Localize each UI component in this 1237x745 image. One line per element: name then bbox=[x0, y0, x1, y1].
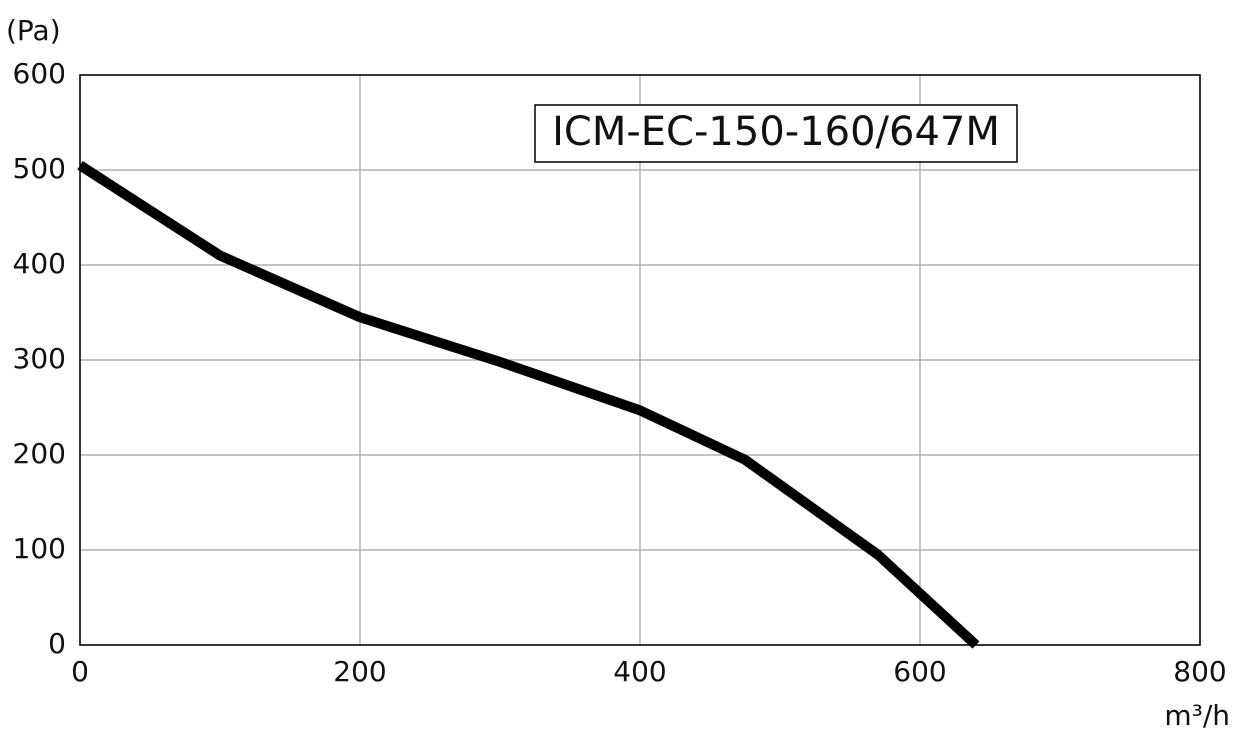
y-tick-label: 0 bbox=[48, 627, 66, 660]
y-tick-label: 400 bbox=[13, 247, 66, 280]
x-axis-label: m³/h bbox=[1164, 699, 1230, 732]
y-axis-label: (Pa) bbox=[6, 14, 61, 47]
y-tick-label: 200 bbox=[13, 437, 66, 470]
y-tick-label: 100 bbox=[13, 532, 66, 565]
x-tick-label: 0 bbox=[71, 655, 89, 688]
x-tick-label: 200 bbox=[333, 655, 386, 688]
x-tick-label: 600 bbox=[893, 655, 946, 688]
plot-frame bbox=[79, 74, 1201, 646]
y-tick-label: 500 bbox=[13, 152, 66, 185]
y-tick-label: 300 bbox=[13, 342, 66, 375]
annotation: ICM-EC-150-160/647M bbox=[552, 109, 1000, 155]
x-tick-label: 800 bbox=[1173, 655, 1226, 688]
annotation-box bbox=[534, 104, 1018, 163]
y-tick-label: 600 bbox=[13, 57, 66, 90]
x-tick-label: 400 bbox=[613, 655, 666, 688]
curve bbox=[77, 161, 980, 649]
